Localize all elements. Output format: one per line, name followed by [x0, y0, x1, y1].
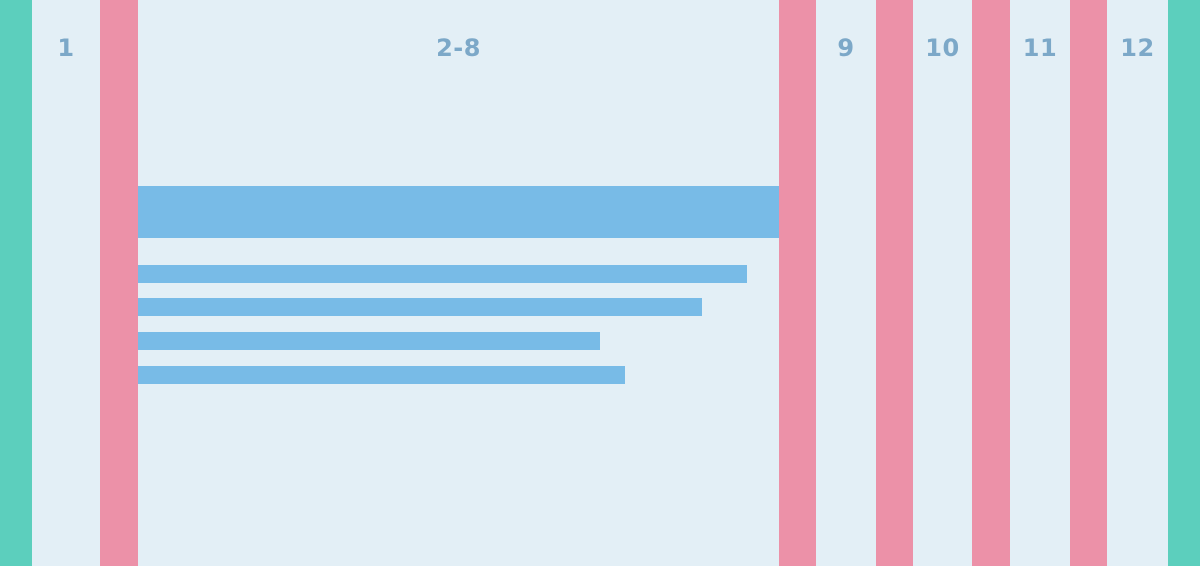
gutter-2 [779, 0, 816, 570]
right-outer-margin [1168, 0, 1200, 566]
gutter-3 [876, 0, 913, 570]
column-label-9: 9 [837, 34, 855, 62]
text-line-placeholder [138, 366, 625, 384]
column-label-1: 1 [57, 34, 75, 62]
bottom-edge [0, 566, 1200, 570]
gutter-5 [1070, 0, 1107, 570]
column-label-2-8: 2-8 [436, 34, 481, 62]
heading-placeholder-bar [138, 186, 779, 238]
column-label-12: 12 [1120, 34, 1155, 62]
text-line-placeholder [138, 265, 747, 283]
gutter-4 [972, 0, 1010, 570]
column-label-10: 10 [925, 34, 960, 62]
left-outer-margin [0, 0, 32, 566]
text-line-placeholder [138, 332, 600, 350]
gutter-1 [100, 0, 138, 570]
text-line-placeholder [138, 298, 702, 316]
column-label-11: 11 [1022, 34, 1058, 62]
